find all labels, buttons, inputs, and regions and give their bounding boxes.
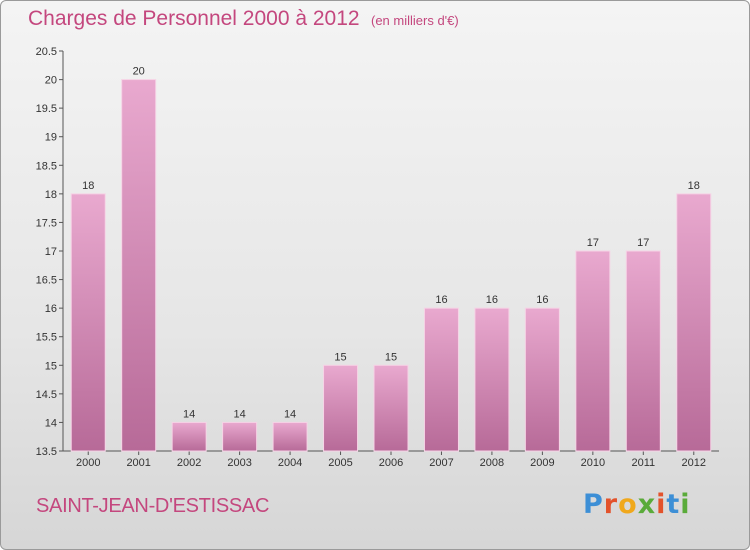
proxiti-logo: Proxiti xyxy=(583,489,691,520)
y-tick-label: 20.5 xyxy=(36,46,57,58)
x-tick-label: 2012 xyxy=(682,457,706,469)
y-tick-label: 18 xyxy=(45,189,57,201)
y-tick-label: 17 xyxy=(45,246,57,258)
commune-name: SAINT-JEAN-D'ESTISSAC xyxy=(36,495,270,517)
bar-value-label: 15 xyxy=(385,351,397,363)
y-tick-label: 16 xyxy=(45,303,57,315)
bar-value-label: 16 xyxy=(536,294,548,306)
bar-2007 xyxy=(423,307,459,452)
bar-value-label: 14 xyxy=(183,408,195,420)
y-tick-label: 19 xyxy=(45,132,57,144)
bar-2008 xyxy=(474,307,510,452)
bar-value-label: 14 xyxy=(233,408,245,420)
y-tick-label: 14 xyxy=(45,417,57,429)
y-tick-label: 18.5 xyxy=(36,160,57,172)
x-tick-label: 2010 xyxy=(581,457,605,469)
bar-value-label: 15 xyxy=(334,351,346,363)
bar-value-label: 16 xyxy=(486,294,498,306)
x-tick-label: 2002 xyxy=(177,457,201,469)
bar-2002 xyxy=(171,421,207,452)
bar-value-label: 20 xyxy=(133,66,145,78)
bar-value-label: 18 xyxy=(82,180,94,192)
bar-2000 xyxy=(70,193,106,452)
bar-2005 xyxy=(323,364,359,452)
chart-title: Charges de Personnel 2000 à 2012 xyxy=(28,7,360,30)
y-tick-label: 19.5 xyxy=(36,103,57,115)
x-tick-label: 2003 xyxy=(227,457,251,469)
x-tick-label: 2004 xyxy=(278,457,302,469)
bar-2004 xyxy=(272,421,308,452)
bar-2001 xyxy=(121,79,157,452)
bar-2006 xyxy=(373,364,409,452)
y-tick-label: 17.5 xyxy=(36,217,57,229)
x-tick-label: 2007 xyxy=(429,457,453,469)
y-tick-label: 14.5 xyxy=(36,389,57,401)
y-tick-label: 15.5 xyxy=(36,332,57,344)
bar-2003 xyxy=(222,421,258,452)
x-tick-label: 2008 xyxy=(480,457,504,469)
bar-2010 xyxy=(575,250,611,452)
y-tick-label: 13.5 xyxy=(36,446,57,458)
x-tick-label: 2006 xyxy=(379,457,403,469)
bar-2012 xyxy=(676,193,712,452)
bar-value-label: 14 xyxy=(284,408,296,420)
bar-value-label: 18 xyxy=(688,180,700,192)
y-tick-label: 16.5 xyxy=(36,275,57,287)
x-tick-label: 2005 xyxy=(328,457,352,469)
bar-2009 xyxy=(524,307,560,452)
x-tick-label: 2011 xyxy=(631,457,655,469)
bar-value-label: 17 xyxy=(637,237,649,249)
x-tick-label: 2000 xyxy=(76,457,100,469)
y-tick-label: 15 xyxy=(45,360,57,372)
bar-value-label: 16 xyxy=(435,294,447,306)
bar-value-label: 17 xyxy=(587,237,599,249)
bar-2011 xyxy=(625,250,661,452)
y-tick-label: 20 xyxy=(45,75,57,87)
x-tick-label: 2009 xyxy=(530,457,554,469)
x-tick-label: 2001 xyxy=(126,457,150,469)
chart-subtitle: (en milliers d'€) xyxy=(371,13,459,28)
